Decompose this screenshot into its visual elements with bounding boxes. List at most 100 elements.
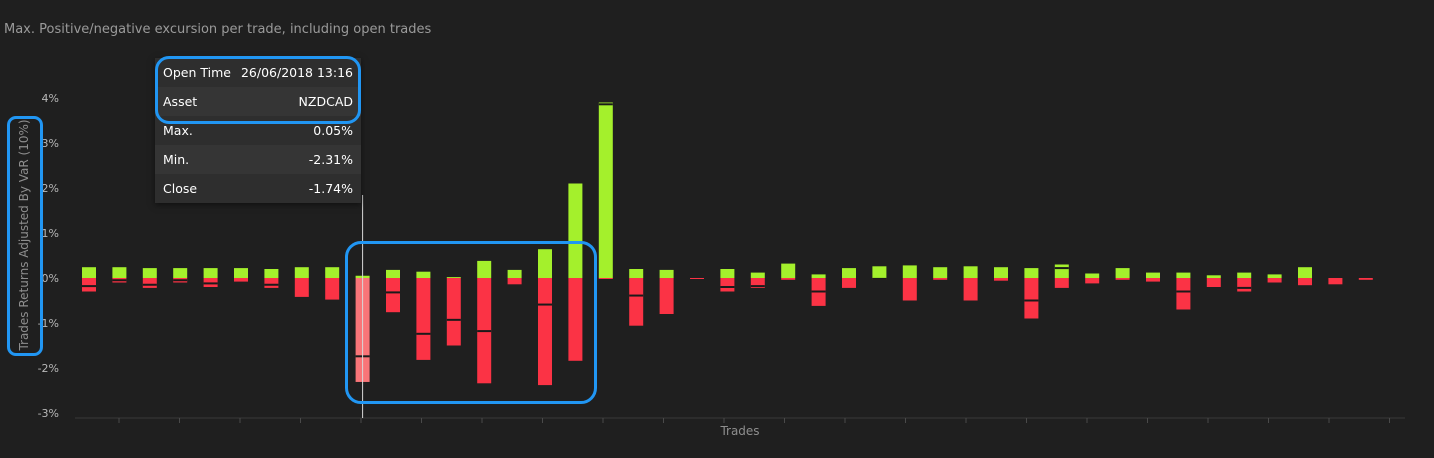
tooltip-label: Asset: [163, 94, 198, 109]
bar-max[interactable]: [902, 265, 917, 278]
bar-max[interactable]: [1206, 275, 1221, 278]
bar-max[interactable]: [142, 268, 157, 278]
bar-max[interactable]: [1267, 274, 1282, 278]
y-tick-label: 1%: [42, 227, 59, 240]
bar-max[interactable]: [811, 274, 826, 278]
bar-max[interactable]: [598, 102, 613, 279]
bar-max[interactable]: [234, 268, 248, 278]
bar-min[interactable]: [842, 278, 856, 288]
axes: 4% 3% 2% 1% 0% -1% -2% -3%: [38, 92, 1405, 423]
bar-min[interactable]: [720, 278, 735, 292]
bar-max[interactable]: [1176, 272, 1191, 278]
close-marker: [629, 294, 644, 297]
bar-max[interactable]: [82, 267, 96, 278]
bar-max[interactable]: [1054, 264, 1069, 279]
bar-max[interactable]: [477, 260, 492, 278]
y-tick-label: 4%: [42, 92, 59, 105]
bar-min[interactable]: [234, 278, 248, 282]
bar-min[interactable]: [781, 278, 796, 280]
close-marker: [112, 279, 127, 282]
close-marker: [142, 283, 157, 286]
bar-max[interactable]: [446, 277, 461, 279]
chart-title: Max. Positive/negative excursion per tra…: [4, 22, 432, 37]
bar-max[interactable]: [1237, 272, 1252, 278]
bar-min[interactable]: [1146, 278, 1160, 282]
bar-min[interactable]: [568, 278, 583, 361]
bar-max[interactable]: [1298, 267, 1312, 278]
bar-min[interactable]: [446, 278, 461, 346]
bar-max[interactable]: [781, 263, 796, 278]
close-marker: [1237, 286, 1252, 289]
bar-max[interactable]: [264, 269, 279, 278]
bar-min[interactable]: [294, 278, 309, 297]
bar-max[interactable]: [750, 272, 765, 278]
bar-max[interactable]: [386, 269, 400, 278]
bar-min[interactable]: [1298, 278, 1312, 286]
close-marker: [477, 330, 492, 333]
bar-min[interactable]: [902, 278, 917, 301]
tooltip-label: Min.: [163, 152, 190, 167]
bar-max[interactable]: [1085, 273, 1100, 279]
bar-min[interactable]: [598, 278, 613, 279]
tooltip-value: -1.74%: [308, 181, 353, 196]
bar-max[interactable]: [629, 269, 644, 278]
close-marker: [872, 277, 887, 280]
bar-min[interactable]: [629, 278, 644, 326]
bar-min[interactable]: [325, 278, 340, 300]
close-marker: [811, 290, 826, 293]
bar-max[interactable]: [872, 266, 887, 278]
bar-min[interactable]: [1085, 278, 1100, 284]
bar-min[interactable]: [507, 278, 522, 285]
bar-max[interactable]: [963, 266, 978, 278]
bar-min[interactable]: [750, 278, 765, 288]
bar-max[interactable]: [568, 183, 583, 279]
bar-max[interactable]: [294, 267, 309, 278]
close-marker: [750, 285, 765, 288]
bar-max[interactable]: [112, 267, 127, 278]
bar-max[interactable]: [507, 269, 522, 278]
close-marker: [264, 283, 279, 286]
bar-min[interactable]: [1328, 278, 1343, 285]
tooltip-label: Max.: [163, 123, 193, 138]
bar-min[interactable]: [1176, 278, 1191, 310]
y-tick-label: -2%: [38, 362, 59, 375]
bar-min[interactable]: [386, 278, 400, 313]
bar-max[interactable]: [1024, 268, 1039, 278]
bar-max[interactable]: [994, 267, 1008, 278]
bar-min[interactable]: [1358, 278, 1373, 280]
close-marker: [203, 282, 218, 285]
bar-min[interactable]: [264, 278, 279, 288]
bar-min[interactable]: [659, 278, 674, 314]
tooltip-row-asset: Asset NZDCAD: [155, 87, 361, 116]
bar-min[interactable]: [416, 278, 431, 360]
bar-max[interactable]: [173, 268, 188, 278]
bar-max[interactable]: [1115, 268, 1130, 278]
bar-max[interactable]: [416, 271, 431, 278]
bar-max[interactable]: [325, 267, 340, 278]
bar-min[interactable]: [690, 278, 704, 279]
bar-min[interactable]: [1115, 278, 1130, 280]
bar-min[interactable]: [1267, 278, 1282, 283]
bar-max[interactable]: [933, 267, 948, 278]
bar-min[interactable]: [538, 278, 552, 386]
bar-min[interactable]: [994, 278, 1008, 281]
bar-max[interactable]: [842, 268, 856, 278]
bar-max[interactable]: [720, 269, 735, 278]
y-axis-title: Trades Returns Adjusted By VaR (10%): [17, 119, 31, 351]
bar-min[interactable]: [142, 278, 157, 288]
bar-min[interactable]: [1054, 278, 1069, 288]
trade-tooltip: Open Time 26/06/2018 13:16 Asset NZDCAD …: [155, 58, 361, 203]
bar-min[interactable]: [933, 278, 948, 280]
bar-min[interactable]: [963, 278, 978, 301]
bar-max[interactable]: [203, 268, 218, 278]
bar-max[interactable]: [1146, 272, 1160, 278]
y-tick-label: 2%: [42, 182, 59, 195]
bar-min[interactable]: [1024, 278, 1039, 319]
tooltip-value: 26/06/2018 13:16: [240, 65, 353, 80]
bar-max[interactable]: [538, 249, 552, 278]
bar-min[interactable]: [1237, 278, 1252, 292]
bar-max[interactable]: [659, 269, 674, 278]
bar-min[interactable]: [1206, 278, 1221, 287]
close-marker: [386, 291, 400, 294]
bar-min[interactable]: [82, 278, 96, 292]
